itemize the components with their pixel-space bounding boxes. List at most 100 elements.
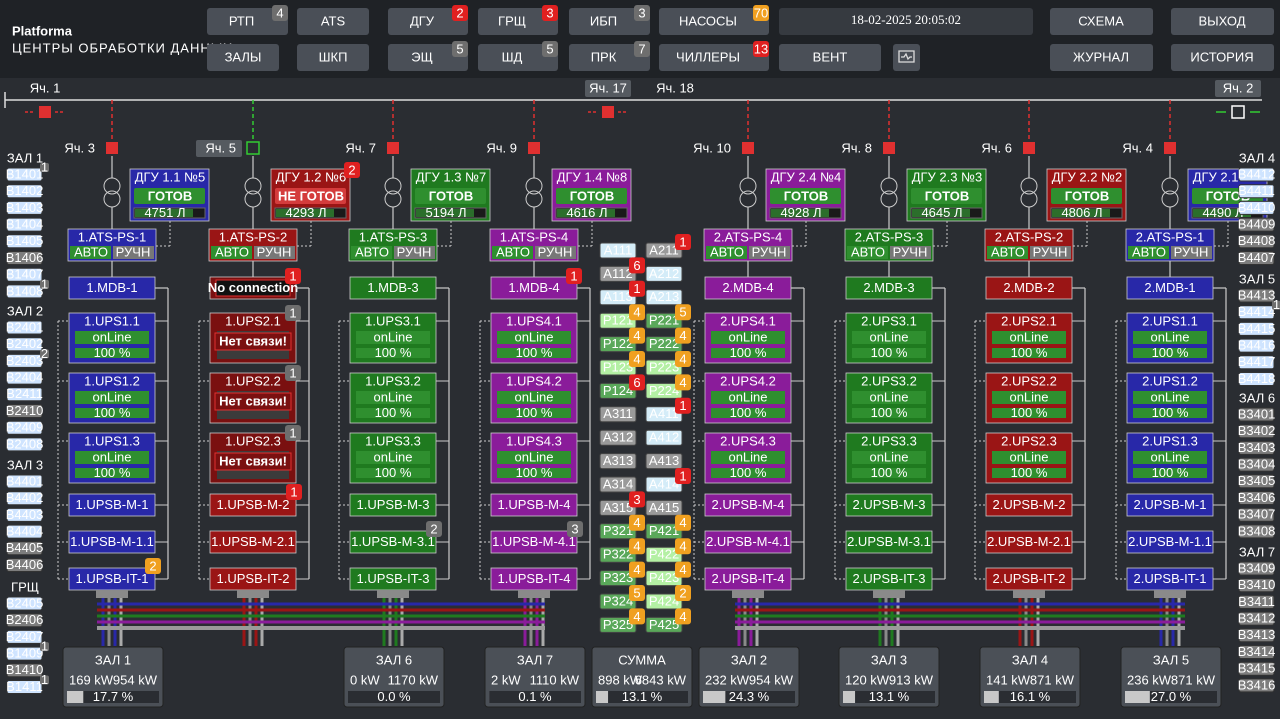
- hall-power: 236 kW: [1127, 672, 1172, 687]
- mode-button[interactable]: [890, 246, 931, 259]
- panel-name: A414: [649, 476, 679, 491]
- group-title: ЗАЛ 6: [1239, 390, 1275, 405]
- mode-button[interactable]: [706, 246, 747, 259]
- breaker-tag: [1238, 507, 1275, 522]
- ats-mode: РУЧН: [752, 244, 787, 259]
- panel-name: A213: [649, 289, 679, 304]
- breaker-name: B1406: [6, 250, 44, 265]
- nav-button[interactable]: [1050, 44, 1153, 71]
- nav-button[interactable]: [207, 8, 288, 35]
- ats-mode: АВТО: [1132, 244, 1166, 259]
- badge-count: 4: [633, 515, 640, 530]
- nav-button[interactable]: [388, 8, 468, 35]
- nav-button[interactable]: [1050, 8, 1153, 35]
- panel-tag: [599, 289, 637, 306]
- panel-tag: [645, 523, 683, 540]
- nav-button[interactable]: [478, 44, 558, 71]
- nav-button[interactable]: [569, 8, 650, 35]
- ups-load: 100 %: [1152, 465, 1189, 480]
- nav-button[interactable]: [207, 44, 279, 71]
- badge: [629, 257, 645, 274]
- ups-state-bg: [992, 331, 1066, 344]
- mode-button[interactable]: [1128, 246, 1169, 259]
- group-title: ЗАЛ 1: [7, 150, 43, 165]
- feed-name: 1.UPSB-IT-4: [498, 571, 571, 586]
- mode-button[interactable]: [394, 246, 435, 259]
- panel-tag: [599, 523, 637, 540]
- breaker-tag: [1238, 234, 1275, 249]
- breaker-tag: [6, 420, 43, 435]
- ats-mode: РУЧН: [116, 244, 151, 259]
- panel-tag: [599, 406, 637, 423]
- ups-load-bar: [356, 468, 430, 478]
- breaker-tag: [6, 404, 43, 418]
- feed-name: 2.UPSB-IT-4: [712, 571, 785, 586]
- ups-state-bg: [356, 451, 430, 464]
- badge: [40, 279, 49, 289]
- mode-button[interactable]: [535, 246, 576, 259]
- breaker-name: B3411: [1238, 594, 1275, 609]
- nav-label: ATS: [321, 13, 346, 28]
- nav-button[interactable]: [659, 44, 769, 71]
- breaker-tag: [1238, 372, 1275, 386]
- badge: [675, 374, 691, 391]
- badge-count: 70: [754, 5, 768, 20]
- nav-button[interactable]: [388, 44, 468, 71]
- mode-button[interactable]: [492, 246, 533, 259]
- mode-button[interactable]: [847, 246, 888, 259]
- ups-state-bg: [1133, 451, 1207, 464]
- monitor-button[interactable]: [893, 44, 920, 71]
- nav-button[interactable]: [297, 8, 369, 35]
- hall-power: 898 kW: [598, 672, 643, 687]
- breaker-tag: [6, 629, 43, 644]
- mode-button[interactable]: [254, 246, 295, 259]
- breaker-name: B4416: [1238, 338, 1276, 353]
- breaker-name: B1403: [6, 200, 44, 215]
- mode-button[interactable]: [1030, 246, 1071, 259]
- nav-button[interactable]: [659, 8, 769, 35]
- cell-label: Яч. 5: [205, 140, 236, 155]
- monitor-icon: [898, 50, 915, 63]
- group-title: ЗАЛ 4: [1239, 150, 1275, 165]
- nav-button[interactable]: [779, 44, 881, 71]
- dgu-name: ДГУ 1.3 №7: [416, 169, 487, 184]
- mode-button[interactable]: [351, 246, 392, 259]
- hall-name: ЗАЛ 4: [1012, 652, 1048, 667]
- cell-label: Яч. 7: [345, 140, 376, 155]
- ups-state-bg: [75, 451, 149, 464]
- feed-name: 1.UPSB-M-1: [76, 497, 149, 512]
- nav-button[interactable]: [569, 44, 650, 71]
- nav-button[interactable]: [1171, 8, 1274, 35]
- badge: [40, 675, 49, 685]
- mode-button[interactable]: [749, 246, 790, 259]
- ats-mode: АВТО: [851, 244, 885, 259]
- mdb-name: 1.MDB-3: [367, 280, 418, 295]
- fuel-fill: [276, 209, 334, 217]
- mode-button[interactable]: [1171, 246, 1212, 259]
- nav-button[interactable]: [297, 44, 369, 71]
- breaker-tag: [6, 437, 43, 452]
- mode-button[interactable]: [70, 246, 111, 259]
- ups-load-bar: [1133, 348, 1207, 358]
- transformer: [739, 177, 757, 195]
- badge-count: 1: [679, 234, 686, 249]
- mode-button[interactable]: [211, 246, 252, 259]
- ups-state-bg: [497, 331, 571, 344]
- breaker-name: B2407: [6, 629, 44, 644]
- badge-count: 1: [679, 468, 686, 483]
- nav-button[interactable]: [1171, 44, 1274, 71]
- panel-tag: [645, 593, 683, 610]
- transformer: [384, 177, 402, 195]
- panel-tag: [599, 382, 637, 399]
- badge-count: 1: [633, 281, 640, 296]
- badge-count: 4: [679, 562, 686, 577]
- ups-load: 100 %: [730, 465, 767, 480]
- ups-name: 2.UPS1.2: [1142, 373, 1198, 388]
- ups-name: 2.UPS2.1: [1001, 313, 1057, 328]
- cell-tag: [196, 140, 242, 157]
- mode-button[interactable]: [987, 246, 1028, 259]
- mode-button[interactable]: [113, 246, 154, 259]
- nav-button[interactable]: [478, 8, 558, 35]
- dgu-fuel: 5194 Л: [425, 205, 466, 220]
